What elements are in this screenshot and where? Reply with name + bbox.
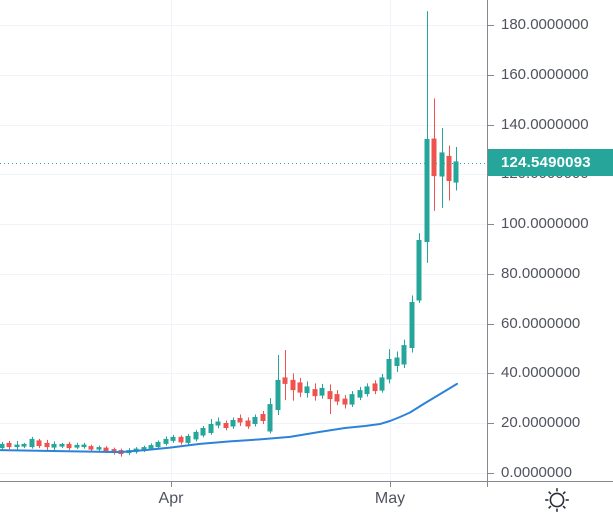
candle — [178, 435, 184, 445]
candle — [223, 420, 229, 431]
candle — [170, 434, 176, 443]
candle — [282, 350, 288, 401]
y-axis-label: 40.0000000 — [501, 364, 581, 381]
candle — [364, 383, 370, 397]
overlay-line-series — [0, 382, 458, 454]
y-axis-tick — [488, 224, 494, 225]
candle — [357, 386, 363, 401]
candle — [267, 398, 273, 434]
candle — [96, 445, 102, 452]
candle — [29, 436, 35, 449]
candle — [342, 395, 348, 409]
candle — [334, 390, 340, 406]
candle — [260, 411, 266, 424]
candlestick-chart — [0, 0, 487, 481]
y-axis-label: 160.0000000 — [501, 66, 589, 83]
y-axis-label: 180.0000000 — [501, 16, 589, 33]
x-axis-tick — [487, 482, 488, 487]
y-axis-tick — [488, 25, 494, 26]
candle — [0, 441, 5, 451]
x-axis-label: May — [374, 490, 406, 507]
x-axis-label: Apr — [158, 490, 184, 507]
candle — [416, 233, 422, 303]
sun-icon — [545, 488, 569, 512]
candle — [431, 98, 437, 211]
candle — [386, 349, 392, 384]
candle — [439, 128, 445, 208]
candle — [409, 295, 415, 353]
candle — [327, 384, 333, 414]
y-axis-tick — [488, 324, 494, 325]
candle — [237, 414, 243, 426]
candle — [319, 383, 325, 399]
candle — [88, 444, 94, 452]
candle — [245, 417, 251, 429]
gridlines — [0, 0, 487, 481]
candle — [66, 441, 72, 451]
candle — [74, 442, 80, 450]
candle — [44, 439, 50, 451]
y-axis-tick — [488, 75, 494, 76]
candle — [230, 417, 236, 429]
theme-toggle-button[interactable] — [542, 486, 572, 514]
x-axis-tick — [390, 482, 391, 487]
y-axis-label: 0.0000000 — [501, 464, 572, 481]
y-axis-tick — [488, 473, 494, 474]
y-axis-tick — [488, 423, 494, 424]
candle — [349, 391, 355, 407]
y-axis-tick — [488, 373, 494, 374]
candle — [424, 11, 430, 263]
candle — [394, 351, 400, 372]
candle — [252, 414, 258, 427]
time-axis[interactable]: Apr May — [0, 481, 613, 517]
candle — [446, 145, 452, 201]
candle — [290, 373, 296, 401]
candles — [0, 11, 459, 457]
candle — [155, 440, 161, 449]
candle — [275, 355, 281, 415]
y-axis-label: 80.0000000 — [501, 265, 581, 282]
candle — [401, 339, 407, 368]
candle — [215, 417, 221, 429]
candle — [163, 436, 169, 446]
candle — [312, 383, 318, 401]
candle — [304, 381, 310, 398]
candle — [14, 440, 20, 451]
chart-plot-area[interactable] — [0, 0, 487, 481]
candle — [81, 442, 87, 449]
y-axis-label: 140.0000000 — [501, 116, 589, 133]
current-price-label: 124.5490093 — [488, 149, 613, 176]
candle — [453, 147, 459, 191]
y-axis-label: 20.0000000 — [501, 414, 581, 431]
y-axis-tick — [488, 125, 494, 126]
y-axis-label: 100.0000000 — [501, 215, 589, 232]
candle — [200, 426, 206, 438]
candle — [185, 433, 191, 445]
candle — [21, 442, 27, 449]
candle — [379, 373, 385, 393]
candle — [372, 380, 378, 395]
x-axis-tick — [171, 482, 172, 487]
candle — [193, 429, 199, 442]
candle — [59, 442, 65, 449]
candle — [36, 438, 42, 449]
price-axis[interactable]: 180.0000000160.0000000140.0000000120.000… — [487, 0, 613, 481]
y-axis-tick — [488, 274, 494, 275]
y-axis-label: 60.0000000 — [501, 315, 581, 332]
candle — [51, 441, 57, 451]
candle — [208, 419, 214, 435]
candle — [6, 440, 12, 450]
candle — [297, 377, 303, 398]
